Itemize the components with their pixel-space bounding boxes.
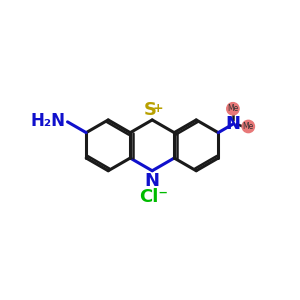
Text: S: S — [144, 101, 157, 119]
Text: +: + — [152, 101, 163, 115]
Text: Me: Me — [243, 122, 254, 131]
Text: H₂N: H₂N — [31, 112, 66, 130]
Text: N: N — [145, 172, 160, 190]
Circle shape — [242, 120, 254, 133]
Text: Cl⁻: Cl⁻ — [139, 188, 168, 206]
Text: N: N — [225, 115, 240, 133]
Circle shape — [227, 103, 239, 115]
Text: Me: Me — [227, 104, 239, 113]
